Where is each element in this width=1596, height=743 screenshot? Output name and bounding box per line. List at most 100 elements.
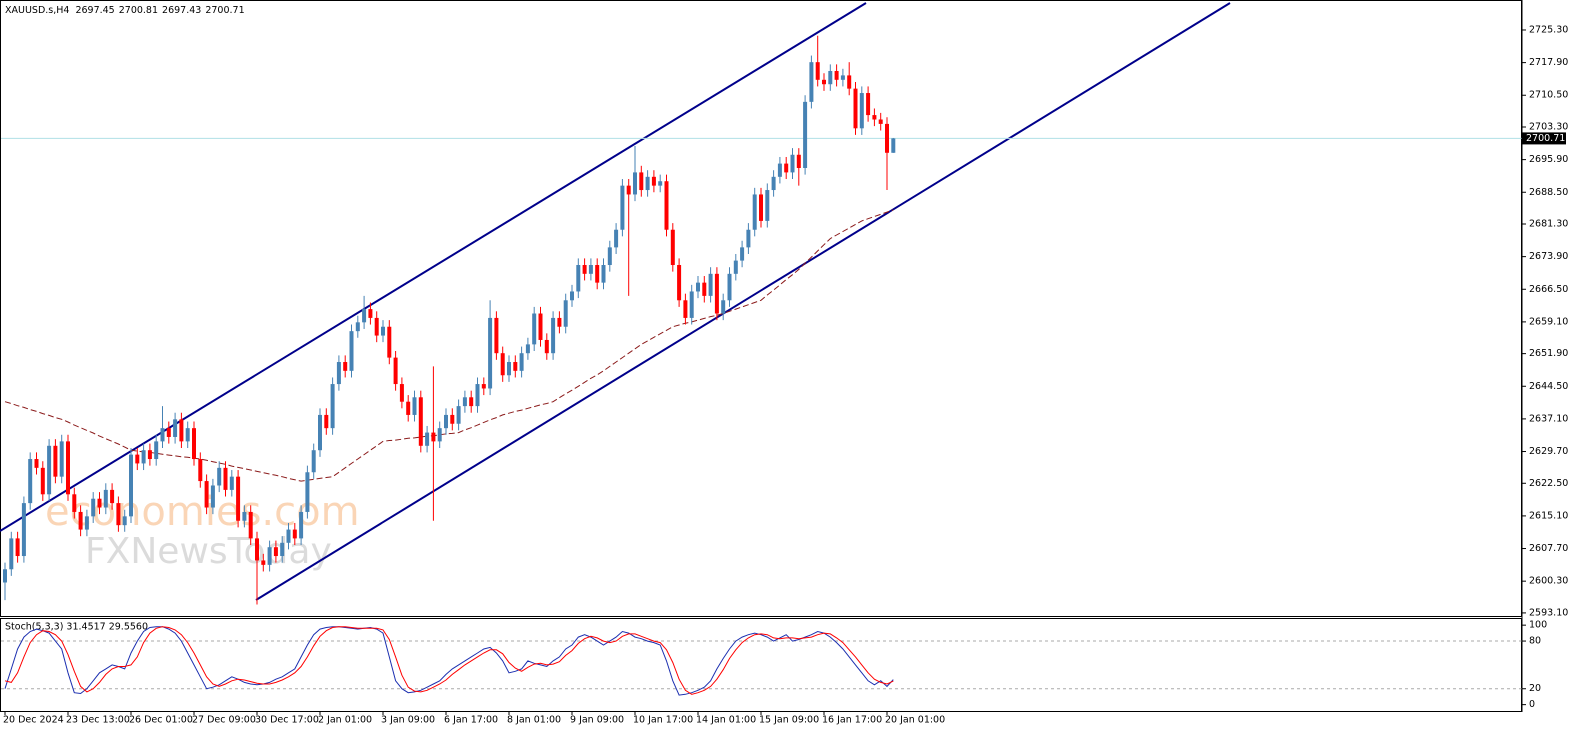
candle-body [198,459,203,482]
candle-body [406,401,411,415]
candle-body [166,428,171,437]
y-tick-label: 2593.10 [1529,607,1568,618]
price-tag [1522,132,1566,145]
candle-body [223,467,228,490]
x-tick-label: 26 Dec 01:00 [129,715,193,726]
candle-body [450,414,455,424]
candle-body [714,273,719,314]
candle-body [683,300,688,318]
candle-body [129,454,133,517]
candle-body [418,397,423,446]
x-tick-label: 9 Jan 09:00 [570,715,624,726]
candle-body [349,331,354,371]
y-tick-label: 2659.10 [1529,316,1568,327]
candle-body [154,441,159,460]
candle-body [626,185,631,195]
candle-body [859,93,864,129]
x-tick-label: 27 Dec 09:00 [192,715,256,726]
candle-body [444,414,448,429]
y-tick-label: 2673.90 [1529,251,1568,262]
y-tick-label: 2615.10 [1529,510,1568,521]
candle-body [670,229,675,266]
candle-body [727,273,732,301]
candle-body [840,75,845,80]
y-tick-label: 80 [1529,636,1541,647]
y-tick-label: 2688.50 [1529,187,1568,198]
y-tick-label: 2695.90 [1529,154,1568,165]
stoch-title: Stoch(5,3,3) 31.4517 29.5560 [5,622,148,633]
candle-body [34,459,39,468]
candle-body [9,538,14,570]
candle-body [809,62,814,102]
candle-body [324,414,329,429]
candle-body [664,181,669,230]
stoch-line [4,626,894,696]
candle-body [330,384,335,429]
x-tick-label: 30 Dec 17:00 [255,715,319,726]
candle-body [318,414,322,451]
candle-body [885,123,889,153]
x-tick-label: 8 Jan 01:00 [507,715,561,726]
candle-body [872,115,877,120]
candle-body [141,450,146,464]
candle-body [122,516,127,526]
candle-body [733,260,738,274]
candle-body [759,194,763,221]
candle-body [229,476,234,490]
candle-body [255,538,259,561]
candle-body [147,450,152,460]
candle-body [488,317,493,389]
candle-body [544,339,549,354]
y-tick-label: 2637.10 [1529,413,1568,424]
channel-line [0,2,867,532]
chart-header: XAUUSD.s,H4 2697.45 2700.81 2697.43 2700.71 [5,5,245,16]
candle-body [299,511,304,539]
candle-body [103,489,108,508]
candle-body [620,185,625,230]
candle-body [217,467,222,486]
candle-body [891,138,896,153]
candle-body [746,229,751,248]
candle-body [273,547,278,557]
x-tick-label: 23 Dec 13:00 [66,715,130,726]
candle-body [601,265,606,283]
candle-body [368,309,373,318]
candle-body [242,511,247,521]
candle-body [752,194,757,230]
candle-body [261,560,266,565]
candle-body [53,445,58,477]
candle-body [607,247,612,266]
header-close: 2700.71 [205,5,244,16]
candle-body [116,503,121,526]
candle-body [355,322,360,332]
candle-body [790,154,795,173]
candle-body [765,190,770,221]
x-tick-label: 2 Jan 01:00 [318,715,372,726]
candle-body [469,397,474,407]
x-tick-label: 10 Jan 17:00 [633,715,693,726]
candle-body [393,357,398,385]
y-tick-label: 20 [1529,683,1541,694]
x-tick-label: 14 Jan 01:00 [696,715,756,726]
candle-body [878,119,883,124]
candle-body [853,88,858,129]
candle-body [777,163,782,177]
candle-body [374,317,379,336]
candle-body [135,454,140,464]
candle-body [595,265,600,283]
y-tick-label: 2666.50 [1529,284,1568,295]
candle-body [292,529,297,539]
candle-body [689,291,694,318]
candle-body [784,163,789,173]
candle-body [462,397,467,407]
candle-body [40,467,45,495]
moving-average [4,209,894,482]
candle-body [481,384,486,389]
stoch-line [4,626,894,695]
y-tick-label: 2710.50 [1529,90,1568,101]
candle-body [286,529,291,543]
candle-body [677,265,682,301]
header-low: 2697.43 [162,5,201,16]
header-high: 2700.81 [119,5,158,16]
